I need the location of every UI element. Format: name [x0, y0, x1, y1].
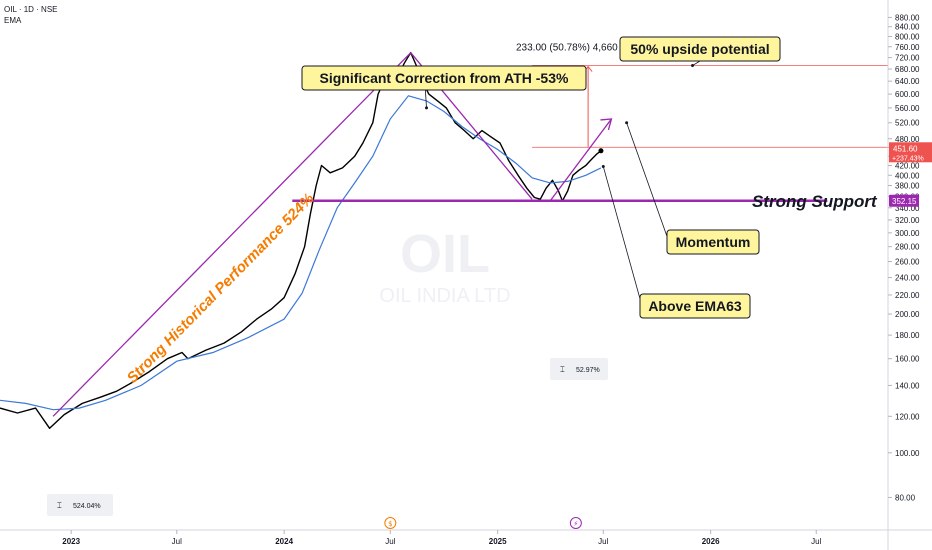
x-tick-label: 2025 — [489, 537, 507, 546]
y-tick-label: 520.00 — [895, 119, 920, 128]
stat-box — [47, 494, 113, 516]
x-tick-label: Jul — [811, 537, 821, 546]
callout-box[interactable] — [619, 36, 781, 62]
price-label-value[interactable]: 451.60 — [893, 144, 918, 153]
x-tick-label: 2023 — [62, 537, 80, 546]
x-tick-label: Jul — [172, 537, 182, 546]
stat-icon: ⌶ — [560, 365, 565, 374]
trend-line[interactable] — [52, 52, 412, 417]
x-tick-label: Jul — [598, 537, 608, 546]
stat-box — [550, 358, 608, 380]
y-tick-label: 240.00 — [895, 274, 920, 283]
callout-pointer — [626, 122, 670, 243]
y-tick-label: 120.00 — [895, 412, 920, 421]
price-label-change[interactable]: +237.43% — [892, 155, 924, 162]
support-price-value[interactable]: 352.15 — [892, 197, 917, 206]
stat-icon: ⌶ — [57, 501, 62, 510]
watermark: OIL OIL INDIA LTD — [379, 224, 510, 307]
y-tick-label: 880.00 — [895, 13, 920, 22]
levels — [532, 65, 888, 148]
callout-text[interactable]: Momentum — [676, 234, 751, 250]
y-tick-label: 640.00 — [895, 77, 920, 86]
y-tick-label: 480.00 — [895, 135, 920, 144]
trend-line[interactable] — [549, 118, 612, 202]
event-glyph[interactable]: ⚡ — [573, 520, 578, 528]
callout-anchor — [691, 64, 695, 68]
price-label-box[interactable] — [889, 142, 932, 163]
y-tick-label: 80.00 — [895, 493, 916, 502]
y-tick-label: 180.00 — [895, 331, 920, 340]
y-tick-label: 200.00 — [895, 310, 920, 319]
x-tick-label: 2026 — [702, 537, 720, 546]
ema-line[interactable] — [0, 95, 602, 411]
y-tick-label: 420.00 — [895, 161, 920, 170]
callout-anchor — [424, 106, 428, 110]
y-tick-label: 720.00 — [895, 54, 920, 63]
callout-text[interactable]: Significant Correction from ATH -53% — [320, 70, 569, 86]
time-axis[interactable]: 2023 Jul 2024 Jul 2025 Jul 2026 Jul — [0, 529, 932, 546]
y-tick-label: 100.00 — [895, 449, 920, 458]
y-tick-label: 160.00 — [895, 355, 920, 364]
y-tick-label: 380.00 — [895, 182, 920, 191]
y-tick-label: 260.00 — [895, 258, 920, 267]
measure-label: 233.00 (50.78%) 4,660 — [516, 43, 618, 54]
y-tick-label: 680.00 — [895, 65, 920, 74]
stat-value: 524.04% — [73, 503, 101, 510]
support-label: Strong Support — [752, 192, 878, 211]
y-tick-label: 600.00 — [895, 90, 920, 99]
y-tick-label: 300.00 — [895, 229, 920, 238]
y-tick-label: 220.00 — [895, 291, 920, 300]
callout-box[interactable] — [639, 293, 751, 319]
callout-anchor — [601, 164, 605, 168]
y-tick-label: 340.00 — [895, 204, 920, 213]
price-axis-panel — [888, 0, 932, 550]
y-tick-label: 320.00 — [895, 216, 920, 225]
event-icon[interactable] — [384, 517, 397, 529]
event-icon[interactable] — [569, 517, 582, 529]
y-tick-label: 800.00 — [895, 32, 920, 41]
callout-pointer — [602, 166, 643, 307]
x-tick-label: 2024 — [275, 537, 293, 546]
momentum-arrowhead — [600, 118, 613, 131]
y-tick-label: 400.00 — [895, 171, 920, 180]
indicator-label[interactable]: EMA — [4, 16, 22, 25]
callout-anchor — [625, 121, 629, 125]
callout-text[interactable]: 50% upside potential — [630, 41, 769, 57]
watermark-name: OIL INDIA LTD — [379, 285, 510, 307]
event-glyph[interactable]: $ — [388, 520, 392, 528]
y-tick-label: 760.00 — [895, 43, 920, 52]
symbol-title[interactable]: OIL · 1D · NSE — [4, 5, 58, 14]
callout-text[interactable]: Above EMA63 — [648, 298, 742, 314]
last-price-dot — [598, 148, 604, 154]
y-tick-label: 840.00 — [895, 23, 920, 32]
support-price-box[interactable] — [889, 194, 919, 207]
stat-value: 52.97% — [576, 367, 600, 374]
y-tick-label: 280.00 — [895, 243, 920, 252]
price-axis[interactable]: 80.00 100.00 120.00 140.00 160.00 180.00 200.0… — [887, 0, 932, 550]
callout-box[interactable] — [301, 65, 587, 91]
y-tick-label: 560.00 — [895, 104, 920, 113]
y-tick-label: 140.00 — [895, 381, 920, 390]
watermark-symbol: OIL — [400, 224, 490, 284]
callout-box[interactable] — [666, 229, 760, 255]
x-tick-label: Jul — [385, 537, 395, 546]
